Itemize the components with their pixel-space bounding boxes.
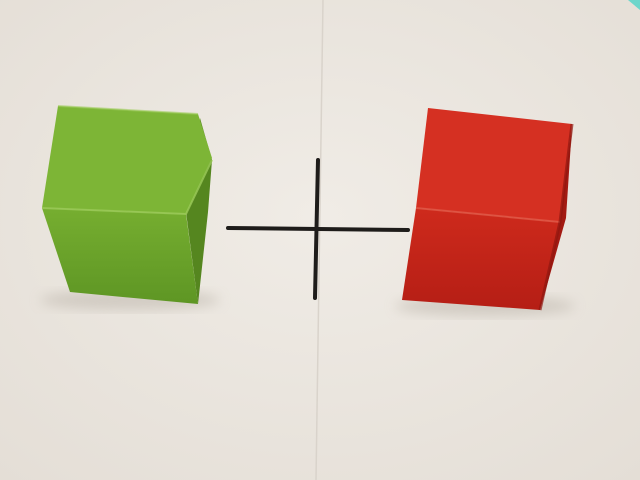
green-cube (42, 106, 212, 304)
cross-horizontal-bar (228, 228, 408, 230)
red-cube-top-face (416, 108, 572, 222)
red-cube-front-face (402, 208, 560, 310)
green-cube-top-face (42, 106, 212, 214)
red-cube (402, 108, 572, 310)
